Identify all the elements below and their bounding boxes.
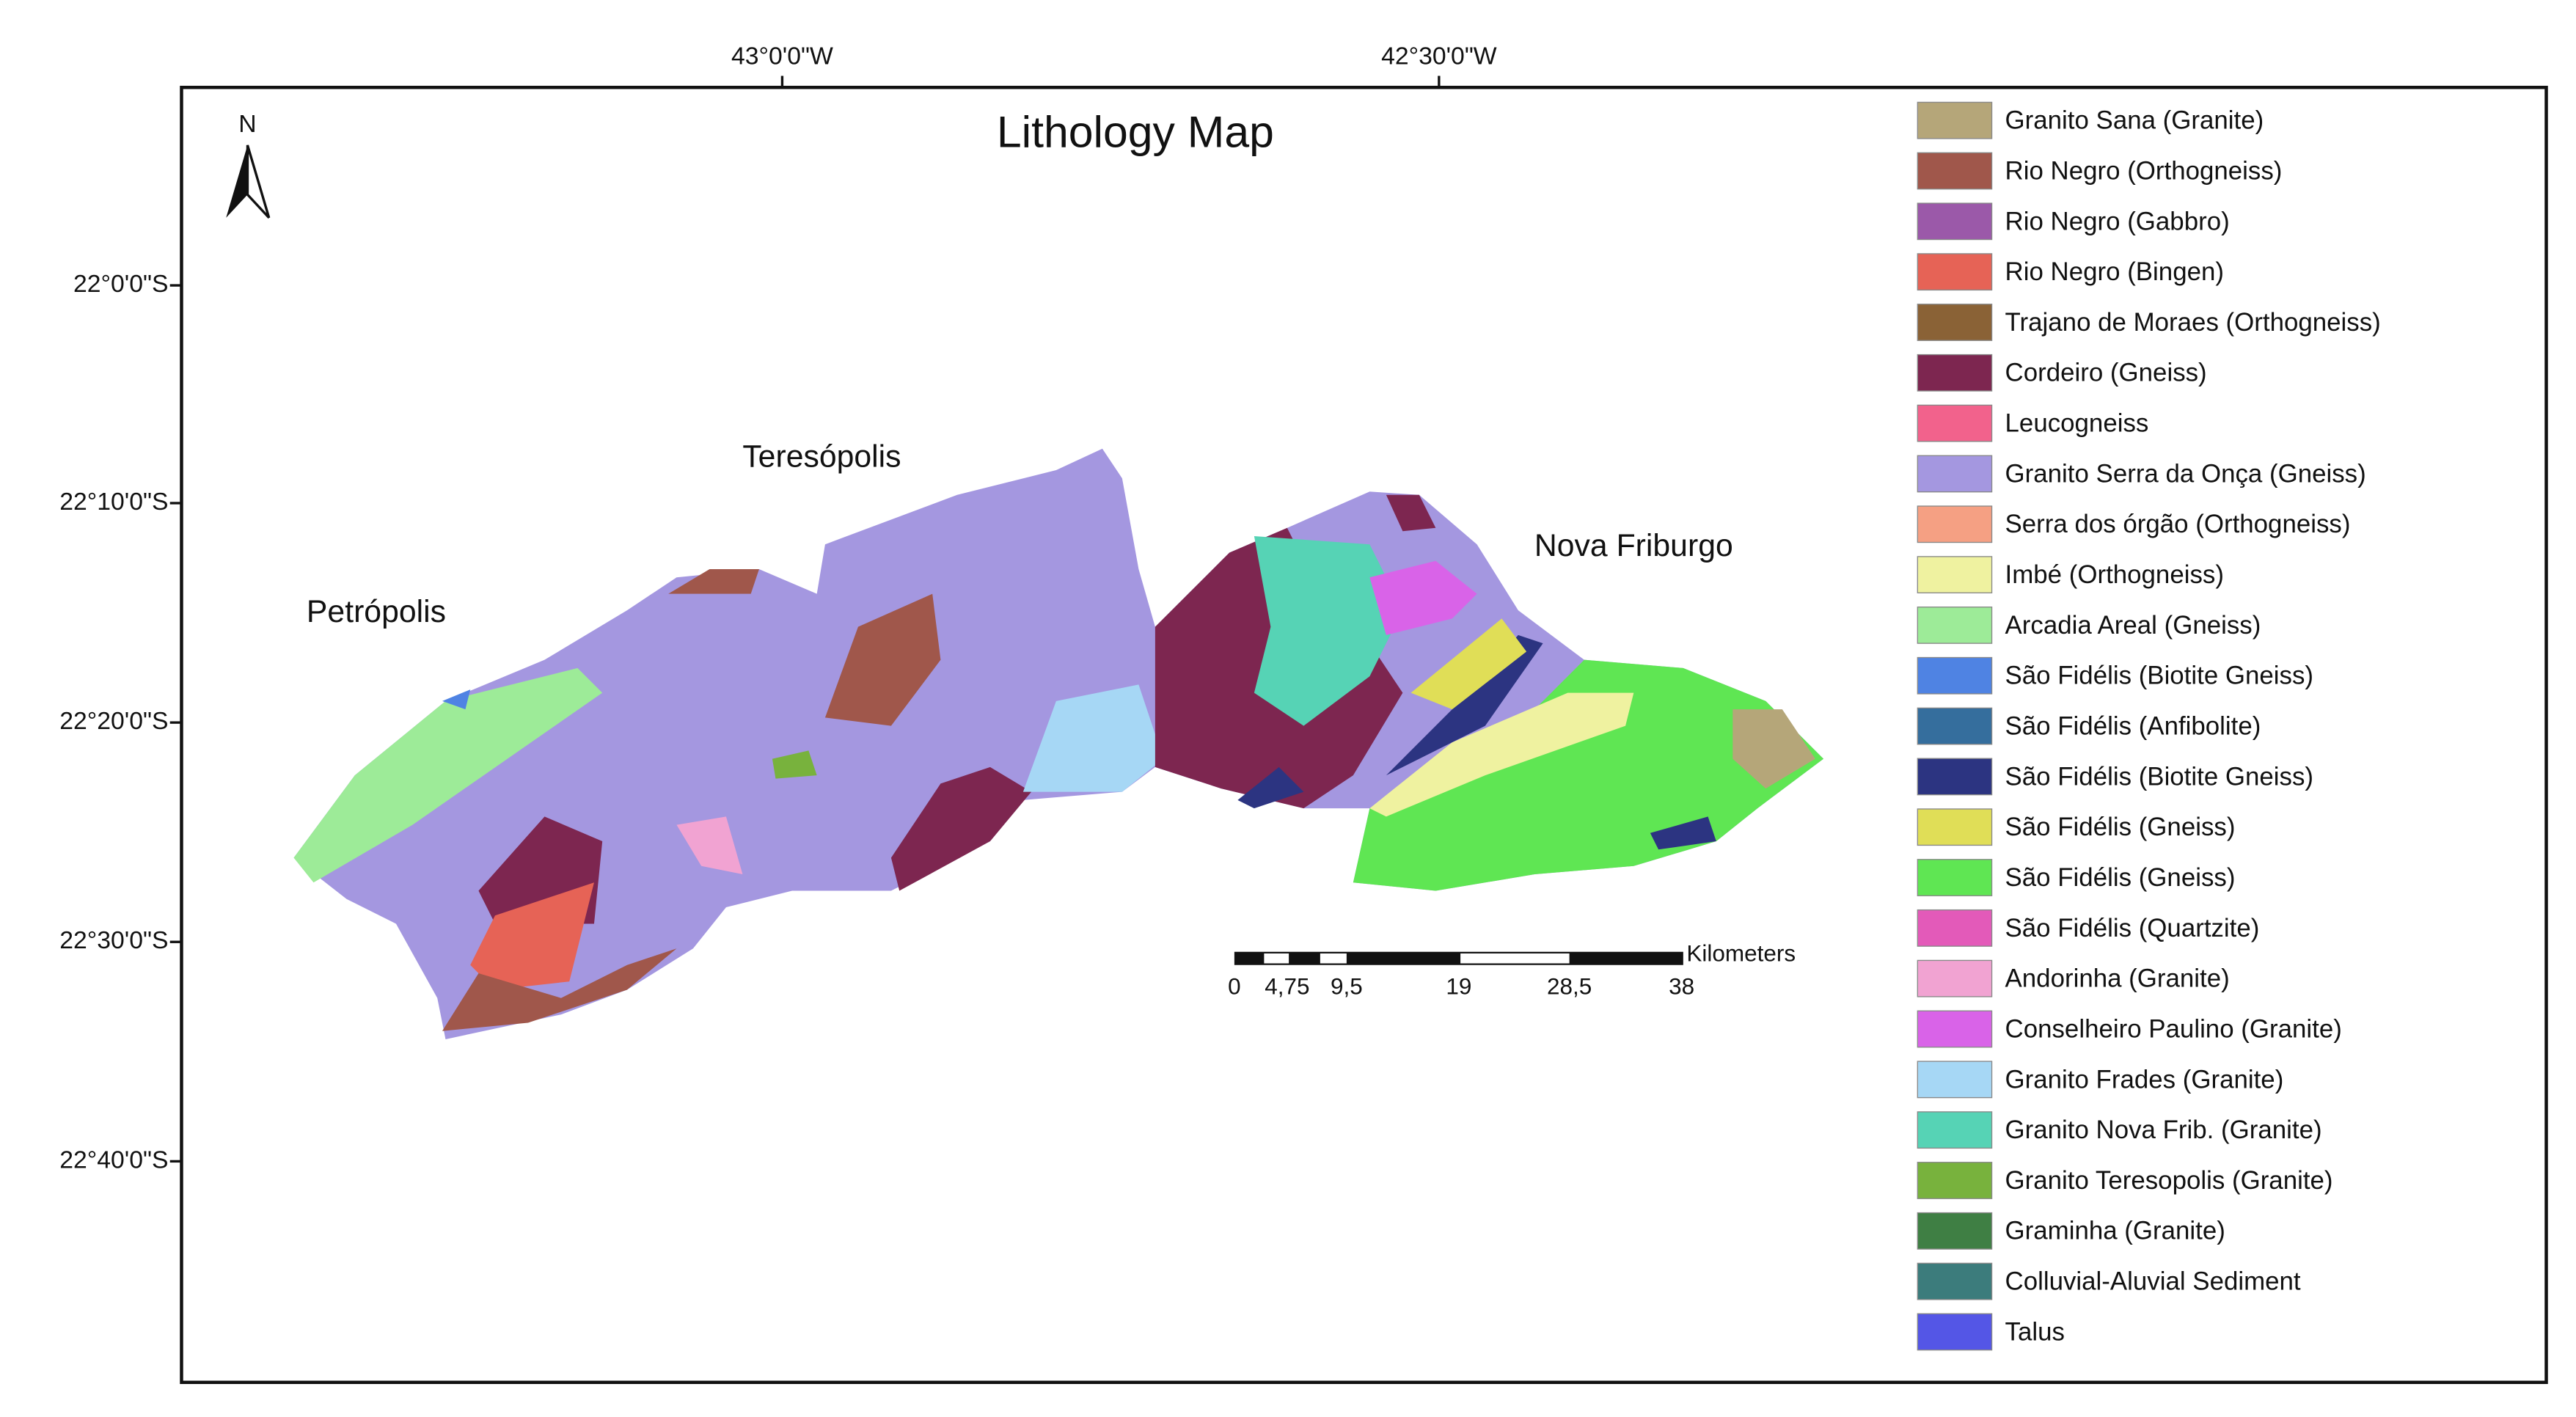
legend-swatch	[1917, 101, 1993, 139]
lithology-map	[293, 448, 1824, 1039]
legend-swatch	[1917, 304, 1993, 341]
legend-label: Rio Negro (Orthogneiss)	[2005, 156, 2283, 185]
city-label: Petrópolis	[307, 594, 446, 629]
legend-swatch	[1917, 354, 1993, 392]
legend-label: Talus	[2005, 1317, 2065, 1346]
latitude-label: 22°30'0"S	[59, 926, 168, 954]
legend-swatch	[1917, 1061, 1993, 1099]
legend-label: Colluvial-Aluvial Sediment	[2005, 1267, 2301, 1296]
scale-label: 0	[1228, 973, 1241, 1000]
city-label: Nova Friburgo	[1534, 528, 1733, 563]
scale-bar	[1234, 951, 1683, 965]
legend-swatch	[1917, 505, 1993, 543]
legend-swatch	[1917, 1212, 1993, 1250]
legend-label: Granito Nova Frib. (Granite)	[2005, 1116, 2322, 1144]
scale-label: 4,75	[1265, 973, 1309, 1000]
legend-swatch	[1917, 707, 1993, 745]
latitude-label: 22°10'0"S	[59, 488, 168, 516]
legend-label: Cordeiro (Gneiss)	[2005, 359, 2207, 387]
legend-label: Serra dos órgão (Orthogneiss)	[2005, 510, 2351, 538]
legend-label: Rio Negro (Gabbro)	[2005, 207, 2230, 235]
legend-label: São Fidélis (Quartzite)	[2005, 914, 2260, 942]
longitude-label: 42°30'0"W	[1381, 43, 1497, 70]
legend-swatch	[1917, 859, 1993, 896]
legend-swatch	[1917, 656, 1993, 695]
legend-swatch	[1917, 808, 1993, 846]
latitude-label: 22°0'0"S	[73, 270, 168, 298]
map-title: Lithology Map	[997, 106, 1274, 156]
legend-label: São Fidélis (Biotite Gneiss)	[2005, 762, 2313, 791]
legend-swatch	[1917, 556, 1993, 594]
legend-label: Andorinha (Granite)	[2005, 964, 2230, 993]
legend: Granito Sana (Granite) Rio Negro (Orthogn…	[1917, 101, 2381, 1351]
north-label: N	[238, 110, 256, 138]
legend-swatch	[1917, 1162, 1993, 1199]
legend-label: Granito Frades (Granite)	[2005, 1065, 2284, 1094]
legend-label: Arcadia Areal (Gneiss)	[2005, 611, 2261, 640]
scale-label: 19	[1446, 973, 1471, 1000]
legend-label: São Fidélis (Gneiss)	[2005, 863, 2236, 892]
legend-swatch	[1917, 1262, 1993, 1300]
legend-swatch	[1917, 152, 1993, 190]
scale-label: 9,5	[1331, 973, 1363, 1000]
legend-swatch	[1917, 959, 1993, 997]
legend-label: São Fidélis (Anfibolite)	[2005, 712, 2261, 741]
legend-swatch	[1917, 455, 1993, 493]
legend-swatch	[1917, 909, 1993, 947]
latitude-axis: 22°0'0"S 22°10'0"S 22°20'0"S 22°30'0"S 22°40…	[59, 270, 182, 1173]
legend-label: São Fidélis (Biotite Gneiss)	[2005, 662, 2313, 690]
scale-unit: Kilometers	[1686, 940, 1796, 967]
north-arrow	[226, 144, 271, 219]
legend-label: Granito Sana (Granite)	[2005, 106, 2264, 135]
legend-swatch	[1917, 404, 1993, 442]
legend-swatch	[1917, 1010, 1993, 1048]
legend-swatch	[1917, 202, 1993, 241]
legend-label: Granito Serra da Onça (Gneiss)	[2005, 459, 2366, 488]
scale-label: 38	[1669, 973, 1694, 1000]
legend-label: Leucogneiss	[2005, 409, 2149, 438]
scale-label: 28,5	[1547, 973, 1592, 1000]
scale-labels: 0 4,75 9,5 19 28,5 38	[1228, 973, 1694, 1000]
legend-label: Rio Negro (Bingen)	[2005, 257, 2224, 286]
city-label: Teresópolis	[742, 439, 901, 475]
legend-swatch	[1917, 758, 1993, 796]
legend-label: Conselheiro Paulino (Granite)	[2005, 1014, 2342, 1043]
longitude-label: 43°0'0"W	[731, 43, 833, 70]
legend-label: Graminha (Granite)	[2005, 1217, 2225, 1245]
legend-label: Imbé (Orthogneiss)	[2005, 560, 2224, 589]
legend-swatch	[1917, 607, 1993, 644]
legend-swatch	[1917, 1111, 1993, 1149]
legend-label: Granito Teresopolis (Granite)	[2005, 1166, 2333, 1195]
longitude-axis: 43°0'0"W 42°30'0"W	[731, 43, 1497, 88]
legend-swatch	[1917, 253, 1993, 291]
legend-label: Trajano de Moraes (Orthogneiss)	[2005, 308, 2381, 337]
legend-swatch	[1917, 1313, 1993, 1351]
map-frame	[180, 85, 2548, 1385]
latitude-label: 22°40'0"S	[59, 1146, 168, 1173]
legend-label: São Fidélis (Gneiss)	[2005, 813, 2236, 841]
latitude-label: 22°20'0"S	[59, 707, 168, 735]
